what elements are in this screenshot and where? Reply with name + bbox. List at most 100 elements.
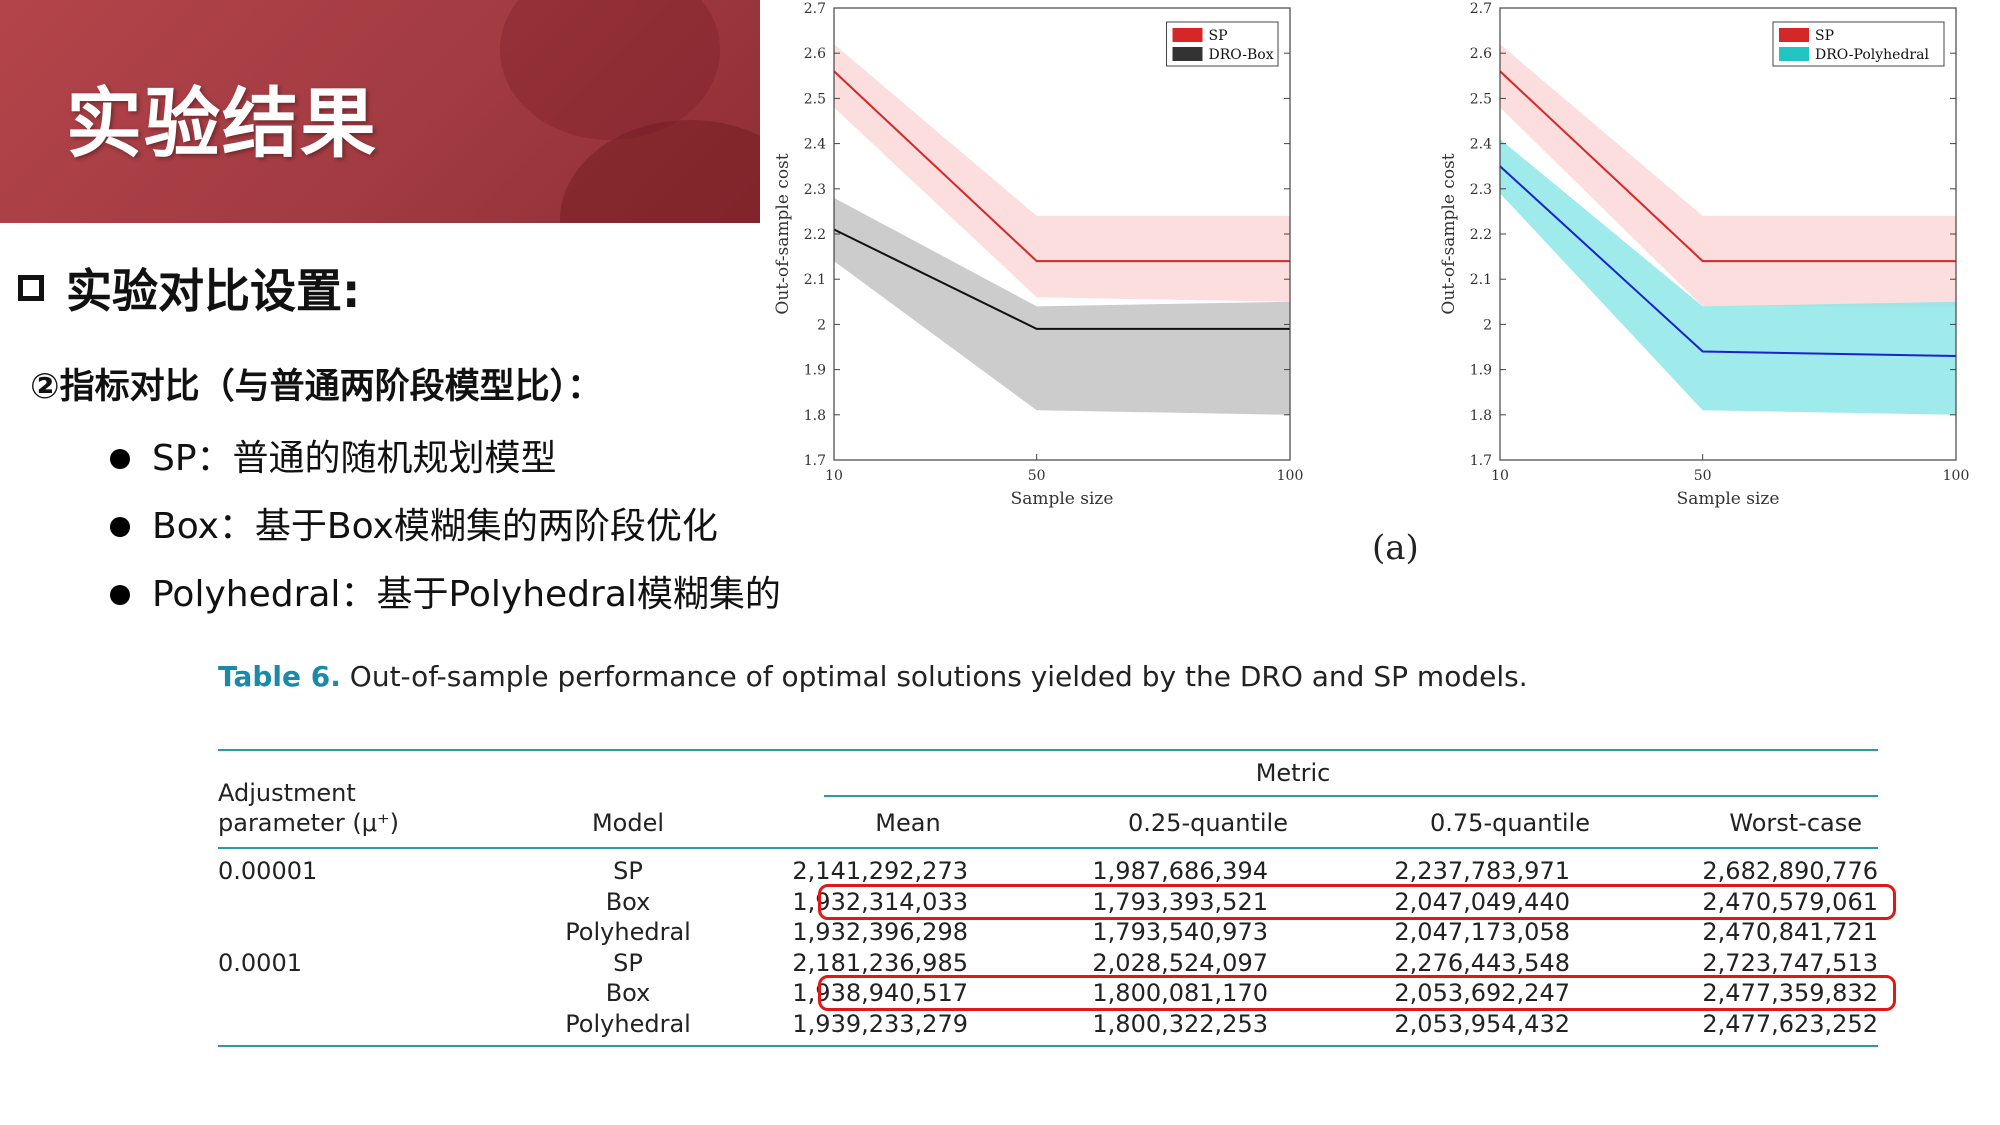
y-tick-label: 2.6 (804, 46, 826, 62)
cell-value: 2,237,783,971 (1394, 857, 1570, 885)
x-axis-label: Sample size (1677, 489, 1780, 509)
series-line-1 (833, 228, 1290, 330)
y-tick-label: 1.8 (1470, 408, 1492, 424)
cell-value: 2,181,236,985 (792, 948, 968, 977)
cell-value: 2,470,841,721 (1702, 918, 1878, 947)
cell-value: 2,682,890,776 (1702, 857, 1878, 885)
legend-label: SP (1209, 28, 1228, 44)
legend-swatch (1172, 28, 1203, 42)
results-table: Table 6. Out-of-sample performance of op… (218, 660, 1896, 1053)
cell-model: Polyhedral (565, 1010, 691, 1038)
series-line-0 (1499, 70, 1956, 263)
legend-label: DRO-Box (1209, 47, 1274, 63)
y-tick-label: 2.6 (1470, 46, 1492, 62)
cell-value: 2,141,292,273 (792, 857, 968, 885)
cell-value: 2,047,173,058 (1394, 918, 1570, 947)
section-title: 实验对比设置: (18, 255, 360, 321)
cell-model: Box (605, 979, 651, 1008)
y-tick-label: 2.5 (1470, 91, 1492, 107)
banner-decoration (500, 0, 720, 140)
section-title-text: 实验对比设置: (66, 264, 361, 318)
bullet-dot-icon (110, 517, 130, 537)
bullet-item: SP：普通的随机规划模型 (110, 425, 781, 493)
legend-label: DRO-Polyhedral (1815, 47, 1929, 63)
header-parameter: parameter (μ⁺) (218, 809, 399, 837)
cell-parameter: 0.0001 (218, 948, 302, 977)
y-tick-label: 1.8 (804, 408, 826, 424)
bullet-item: Box：基于Box模糊集的两阶段优化 (110, 493, 781, 561)
y-tick-label: 2.1 (1470, 272, 1492, 288)
y-tick-label: 1.7 (1470, 453, 1492, 469)
y-tick-label: 2.7 (1470, 1, 1492, 17)
y-tick-label: 2.5 (804, 91, 826, 107)
x-tick-label: 10 (1491, 468, 1509, 484)
header-model: Model (591, 809, 665, 837)
cell-value: 1,800,322,253 (1092, 1010, 1268, 1038)
bullet-list: SP：普通的随机规划模型 Box：基于Box模糊集的两阶段优化 Polyhedr… (110, 425, 781, 629)
x-tick-label: 50 (1694, 468, 1712, 484)
y-axis-label: Out-of-sample cost (1439, 153, 1459, 314)
x-tick-label: 100 (1943, 468, 1970, 484)
y-tick-label: 2.4 (804, 137, 826, 153)
cell-value: 2,477,359,832 (1702, 979, 1878, 1008)
series-band-0 (834, 44, 1290, 302)
header-adjustment: Adjustment (218, 779, 356, 807)
title-banner: 实验结果 (0, 0, 760, 223)
y-tick-label: 2.2 (804, 227, 826, 243)
table-top-rule (218, 749, 1878, 751)
legend-swatch (1779, 47, 1809, 61)
y-tick-label: 2.4 (1470, 137, 1492, 153)
chart-svg: 1.7 1.8 1.9 2 2.1 2.2 2.3 2.4 2.5 2.6 2.7 10 50 100 Sa… (773, 1, 1304, 509)
y-tick-label: 2 (817, 317, 826, 333)
x-axis-label: Sample size (1011, 489, 1114, 509)
y-tick-label: 2.3 (804, 182, 826, 198)
header-column: Worst-case (1729, 809, 1862, 837)
cell-value: 2,276,443,548 (1394, 948, 1570, 977)
series-band-1 (1500, 139, 1956, 415)
y-tick-label: 1.7 (804, 453, 826, 469)
bullet-text: Box：基于Box模糊集的两阶段优化 (152, 506, 718, 547)
table-label: Table 6. (218, 660, 341, 693)
legend-label: SP (1815, 28, 1834, 44)
y-tick-label: 2.3 (1470, 182, 1492, 198)
y-tick-label: 1.9 (1470, 363, 1492, 379)
table-body: Adjustment parameter (μ⁺) Model Metric Mean 0… (218, 693, 1896, 1053)
y-tick-label: 2 (1483, 317, 1492, 333)
y-axis-label: Out-of-sample cost (773, 153, 793, 314)
header-metric: Metric (1255, 759, 1331, 787)
highlight-box-row (818, 975, 1896, 1012)
bullet-dot-icon (110, 585, 130, 605)
header-column: 0.25-quantile (1128, 809, 1288, 837)
legend-swatch (1779, 28, 1809, 42)
bullet-text: Polyhedral：基于Polyhedral模糊集的 (152, 574, 781, 615)
cell-value: 2,047,049,440 (1394, 887, 1570, 916)
subsection-title: ②指标对比（与普通两阶段模型比）： (30, 367, 603, 407)
figure-caption: (a) (1372, 528, 1419, 568)
cell-model: SP (613, 948, 643, 977)
x-tick-label: 10 (825, 468, 843, 484)
y-tick-label: 2.7 (804, 1, 826, 17)
cell-model: Box (605, 887, 651, 916)
cell-value: 1,793,540,973 (1092, 918, 1268, 947)
metric-rule (824, 795, 1878, 797)
cell-model: Polyhedral (565, 918, 691, 947)
highlight-box-row (818, 883, 1896, 920)
series-line-0 (833, 70, 1290, 263)
chart-svg: 1.7 1.8 1.9 2 2.1 2.2 2.3 2.4 2.5 2.6 2.7 10 50 100 Sa… (1439, 1, 1970, 509)
y-tick-label: 2.1 (804, 272, 826, 288)
y-tick-label: 1.9 (804, 363, 826, 379)
series-band-1 (834, 197, 1290, 415)
cell-value: 2,470,579,061 (1702, 887, 1878, 916)
cell-model: SP (613, 857, 643, 885)
x-tick-label: 100 (1277, 468, 1304, 484)
header-bottom-rule (218, 847, 1878, 849)
bullet-item: Polyhedral：基于Polyhedral模糊集的 (110, 561, 781, 629)
y-tick-label: 2.2 (1470, 227, 1492, 243)
table-caption: Table 6. Out-of-sample performance of op… (218, 660, 1878, 693)
cell-value: 1,939,233,279 (792, 1010, 968, 1038)
cell-value: 1,793,393,521 (1092, 887, 1268, 916)
legend-swatch (1172, 47, 1203, 61)
series-band-0 (1500, 44, 1956, 307)
cell-value: 2,028,524,097 (1092, 948, 1268, 977)
header-column: 0.75-quantile (1430, 809, 1590, 837)
